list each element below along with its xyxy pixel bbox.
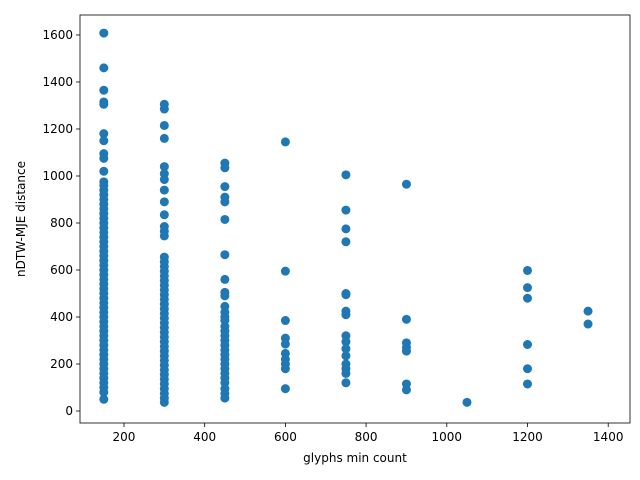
y-axis-label: nDTW-MJE distance xyxy=(14,161,28,277)
point xyxy=(99,394,109,404)
point xyxy=(159,210,169,220)
point xyxy=(99,129,109,139)
point xyxy=(159,175,169,185)
point xyxy=(280,316,290,326)
y-tick-label: 400 xyxy=(50,310,73,324)
point xyxy=(341,170,351,180)
x-axis-label: glyphs min count xyxy=(303,451,407,465)
point xyxy=(341,368,351,378)
point xyxy=(523,283,533,293)
point xyxy=(159,162,169,172)
point xyxy=(159,185,169,195)
point xyxy=(401,385,411,395)
point xyxy=(280,266,290,276)
y-tick-label: 1400 xyxy=(42,75,73,89)
y-tick-label: 800 xyxy=(50,216,73,230)
y-tick-label: 1600 xyxy=(42,28,73,42)
point xyxy=(159,197,169,207)
y-tick-label: 600 xyxy=(50,263,73,277)
point xyxy=(220,214,230,224)
point xyxy=(280,137,290,147)
point xyxy=(523,293,533,303)
plot-frame xyxy=(79,14,631,424)
point xyxy=(341,337,351,347)
point xyxy=(341,310,351,320)
point xyxy=(341,237,351,247)
point xyxy=(523,364,533,374)
point xyxy=(99,166,109,176)
x-tick-label: 1400 xyxy=(593,430,624,444)
point xyxy=(220,291,230,301)
point xyxy=(99,136,109,146)
point xyxy=(583,306,593,316)
point xyxy=(220,163,230,173)
point xyxy=(341,205,351,215)
point xyxy=(99,99,109,109)
y-tick-label: 0 xyxy=(65,404,73,418)
point xyxy=(159,133,169,143)
point xyxy=(341,224,351,234)
x-tick-label: 600 xyxy=(274,430,297,444)
point xyxy=(280,384,290,394)
point xyxy=(341,351,351,361)
point xyxy=(341,344,351,354)
point xyxy=(401,346,411,356)
x-tick-label: 400 xyxy=(193,430,216,444)
point xyxy=(220,197,230,207)
x-tick-label: 1000 xyxy=(432,430,463,444)
x-tick-label: 800 xyxy=(355,430,378,444)
y-tick-label: 200 xyxy=(50,357,73,371)
x-tick-label: 200 xyxy=(113,430,136,444)
point xyxy=(220,182,230,192)
point xyxy=(462,397,472,407)
point xyxy=(341,378,351,388)
point xyxy=(159,231,169,241)
point xyxy=(99,63,109,73)
point xyxy=(99,153,109,163)
point xyxy=(523,340,533,350)
point xyxy=(99,387,109,397)
point xyxy=(401,314,411,324)
point xyxy=(159,120,169,130)
point xyxy=(220,250,230,260)
point xyxy=(401,179,411,189)
point xyxy=(220,274,230,284)
point xyxy=(280,339,290,349)
x-tick-label: 1200 xyxy=(512,430,543,444)
point xyxy=(523,265,533,275)
point xyxy=(99,28,109,38)
point xyxy=(280,364,290,374)
point xyxy=(99,85,109,95)
y-tick-label: 1200 xyxy=(42,122,73,136)
y-tick-label: 1000 xyxy=(42,169,73,183)
point xyxy=(523,379,533,389)
point xyxy=(159,104,169,114)
point xyxy=(159,397,169,407)
point xyxy=(341,290,351,300)
point xyxy=(583,319,593,329)
point xyxy=(220,393,230,403)
